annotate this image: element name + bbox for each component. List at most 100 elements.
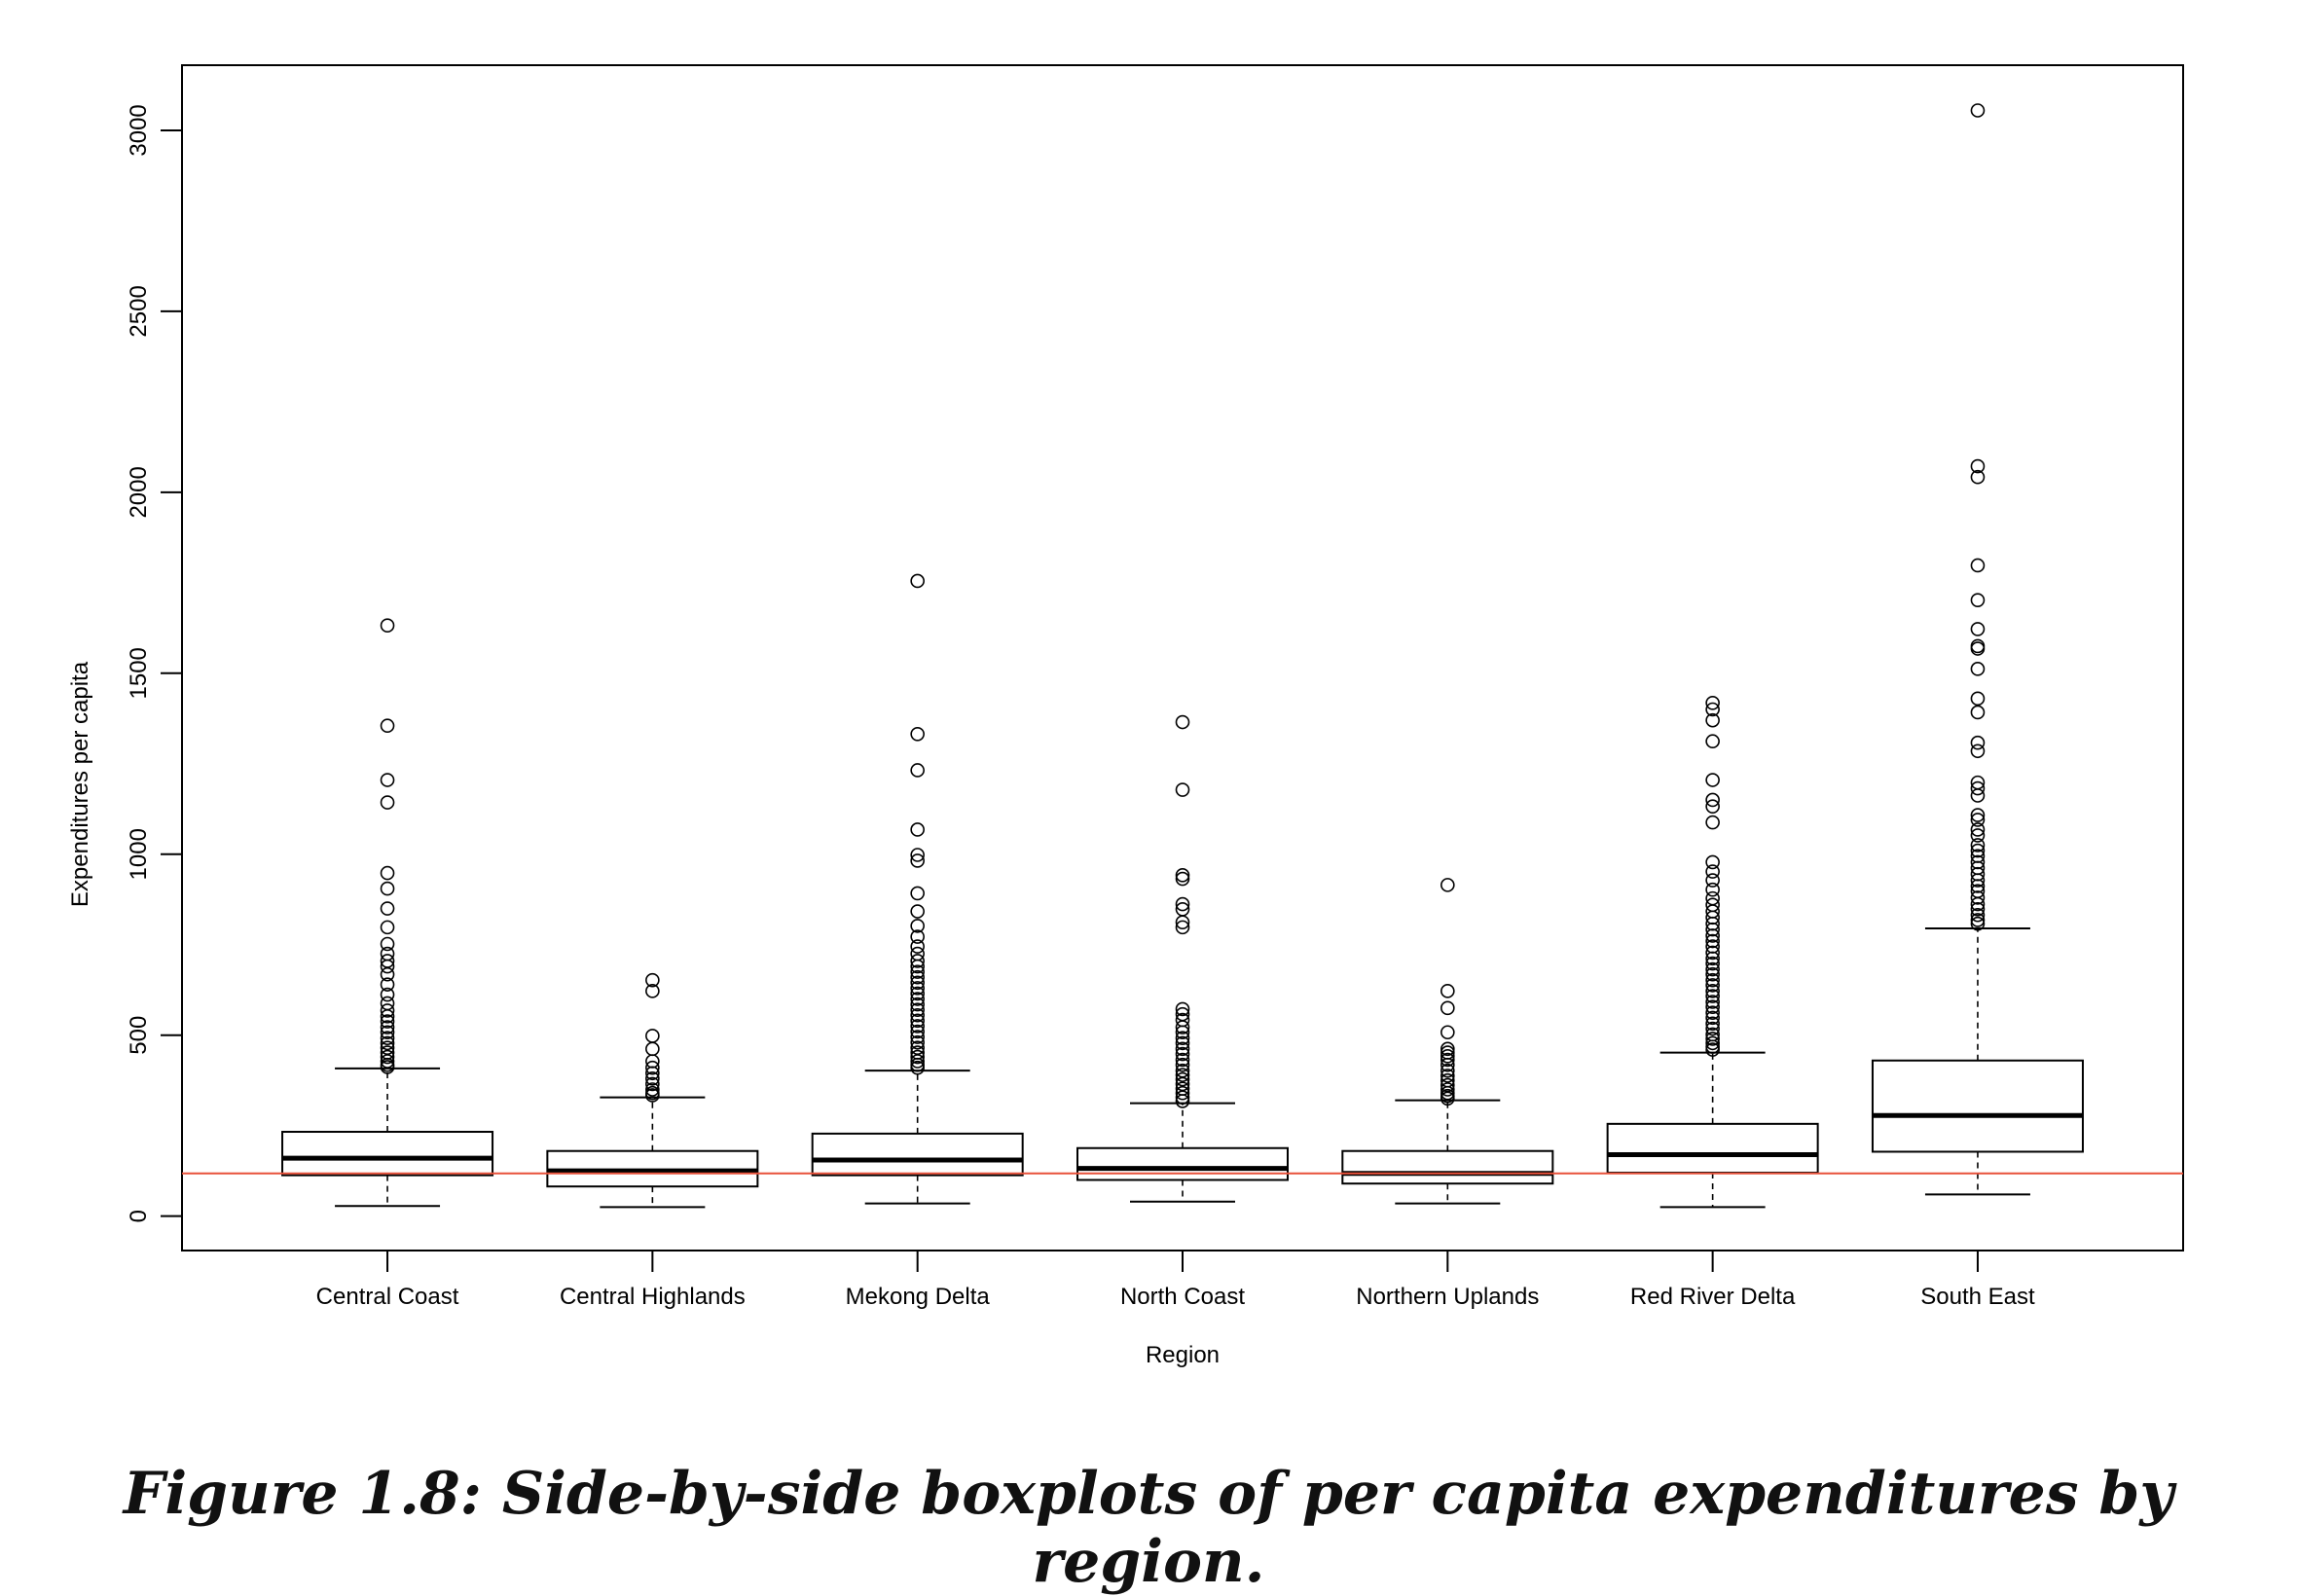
outlier-point [910,975,925,991]
outlier-point [1705,1016,1720,1032]
outlier-point [1175,1035,1190,1051]
outlier-point [910,919,925,933]
outlier-point [645,1029,660,1043]
outlier-point [1440,1048,1455,1064]
outlier-point [1970,822,1986,837]
outlier-point [910,822,925,837]
outlier-point [910,1007,925,1023]
outlier-point [1970,662,1986,676]
outlier-point [1175,1001,1190,1017]
outlier-point [910,904,925,919]
outlier-point [910,959,925,974]
outlier-point [1175,1046,1190,1062]
outlier-point [1440,1069,1455,1083]
outlier-point [1970,744,1986,759]
outlier-point [645,984,660,998]
outlier-point [1175,1094,1190,1108]
outlier-point [1970,788,1986,803]
outlier-point [1970,735,1986,750]
outlier-point [1705,873,1720,888]
outlier-point [1970,691,1986,707]
y-axis-label: Expenditures per capita [67,661,93,907]
outlier-point [1175,1068,1190,1082]
outlier-point [1175,896,1190,912]
outlier-point [380,1049,395,1065]
outlier-point [1705,773,1720,787]
outlier-point [1175,1041,1190,1057]
outlier-point [1970,890,1986,905]
outlier-point [1175,915,1190,929]
outlier-point [1970,838,1986,852]
outlier-point [1970,469,1986,485]
outlier-point [1705,1021,1720,1036]
outlier-point [380,1009,395,1024]
outlier-point [1175,868,1190,883]
outlier-point [1705,951,1720,966]
outlier-point [1440,1082,1455,1097]
outlier-point [1705,961,1720,977]
outlier-point [1705,978,1720,993]
outlier-point [1440,1025,1455,1040]
outlier-point [1705,999,1720,1015]
outlier-point [910,929,925,944]
outlier-point [910,981,925,996]
outlier-point [1440,1041,1455,1057]
outlier-point [1970,458,1986,474]
outlier-point [380,618,395,634]
outlier-point [1705,989,1720,1003]
outlier-point [910,1013,925,1029]
outlier-point [1175,1085,1190,1101]
outlier-point [1705,995,1720,1009]
y-tick-label: 1500 [126,647,152,699]
outlier-point [1705,792,1720,808]
outlier-point [910,1060,925,1075]
outlier-point [1440,1063,1455,1078]
outlier-point [380,1014,395,1029]
outlier-point [1175,1020,1190,1034]
outlier-point [645,1076,660,1092]
outlier-point [1970,641,1986,656]
outlier-point [1175,1031,1190,1045]
outlier-point [910,573,925,589]
outlier-point [910,886,925,901]
outlier-point [1705,922,1720,937]
outlier-point [1175,920,1190,935]
outlier-point [1705,702,1720,717]
outlier-point [910,1030,925,1044]
outlier-point [645,1041,660,1057]
outlier-point [1705,1005,1720,1020]
outlier-point [1970,916,1986,931]
outlier-point [910,1002,925,1017]
outlier-point [910,848,925,862]
outlier-point [1970,843,1986,858]
outlier-point [1440,1000,1455,1016]
outlier-point [1705,928,1720,943]
outlier-point [380,977,395,992]
outlier-point [380,936,395,952]
outlier-point [1705,864,1720,879]
outlier-point [1970,705,1986,720]
outlier-point [380,1054,395,1069]
outlier-point [645,1060,660,1075]
outlier-point [380,865,395,881]
outlier-point [1175,1057,1190,1072]
outlier-point [910,946,925,961]
figure-caption: Figure 1.8: Side-by-side boxplots of per… [123,1460,2174,1596]
outlier-point [380,996,395,1011]
outlier-point [380,881,395,896]
outlier-point [910,763,925,778]
outlier-point [1705,956,1720,971]
outlier-point [380,946,395,961]
outlier-point [1970,808,1986,822]
box-iqr [1606,1122,1819,1175]
outlier-point [910,1019,925,1034]
outlier-point [1705,945,1720,961]
outlier-point [1440,1052,1455,1068]
outlier-point [1970,593,1986,607]
outlier-point [1970,103,1986,118]
outlier-point [1175,1090,1190,1105]
outlier-point [1970,901,1986,917]
outlier-point [380,773,395,787]
x-tick-label: South East [1920,1284,2035,1310]
x-tick-label: Central Coast [316,1284,459,1310]
